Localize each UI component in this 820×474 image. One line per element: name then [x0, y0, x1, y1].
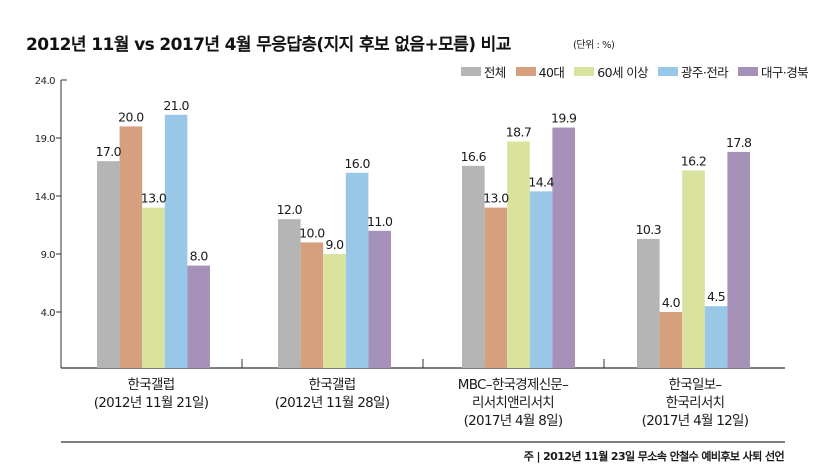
y-tick-label: 4.0	[41, 308, 56, 319]
x-category-label: 한국갤럽 (2012년 11월 21일)	[61, 376, 241, 412]
legend-label: 60세 이상	[597, 65, 649, 80]
bar	[682, 170, 705, 368]
bar	[323, 254, 346, 368]
bar-value-label: 13.0	[483, 191, 509, 206]
chart-title: 2012년 11월 vs 2017년 4월 무응답층(지지 후보 없음+모름) …	[26, 35, 511, 55]
legend-item-gwangju-jeolla: 광주·전라	[658, 62, 729, 81]
bar	[278, 219, 301, 368]
y-tick-label: 19.0	[35, 134, 55, 145]
legend-swatch	[738, 67, 759, 76]
bar	[552, 127, 575, 368]
legend-item-40s: 40대	[515, 62, 565, 81]
bar-value-label: 17.0	[96, 144, 122, 159]
bar-value-label: 21.0	[163, 98, 189, 113]
x-category-label: MBC–한국경제신문– 리서치앤리서치 (2017년 4월 8일)	[423, 376, 603, 430]
y-tick-label: 24.0	[35, 76, 55, 87]
legend-swatch	[460, 67, 481, 76]
bar	[345, 172, 369, 368]
bar	[529, 191, 553, 368]
x-category-label-line: (2012년 11월 21일)	[93, 395, 209, 411]
footnote: 주 | 2012년 11월 23일 무소속 안철수 예비후보 사퇴 선언	[523, 450, 785, 463]
legend-label: 대구·경북	[761, 65, 809, 80]
bar-value-label: 14.4	[528, 174, 554, 189]
unit-label: (단위 : %)	[573, 40, 615, 51]
bar-value-label: 10.3	[636, 222, 661, 237]
bar	[97, 161, 120, 368]
bar	[368, 230, 391, 368]
bar-value-label: 16.2	[681, 153, 706, 168]
y-tick-label: 14.0	[35, 192, 55, 203]
bar	[142, 207, 165, 368]
bar	[659, 312, 683, 368]
x-category-label-line: (2017년 4월 12일)	[641, 413, 749, 429]
x-category-label-line: 한국갤럽	[308, 377, 357, 393]
bar	[637, 238, 660, 368]
bars	[97, 114, 750, 369]
x-category-label-line: 리서치앤리서치	[471, 395, 555, 411]
bar-value-label: 12.0	[277, 202, 303, 217]
bar-value-label: 18.7	[506, 124, 531, 139]
x-category-label-line: MBC–한국경제신문–	[457, 377, 569, 393]
x-category-label-line: (2012년 11월 28일)	[274, 395, 390, 411]
bar	[119, 126, 143, 369]
x-category-label-line: (2017년 4월 8일)	[463, 413, 564, 429]
bar-value-label: 20.0	[118, 109, 144, 124]
bar-value-label: 16.6	[461, 149, 487, 164]
bar-value-label: 17.8	[726, 135, 752, 150]
x-category-label: 한국일보– 한국리서치 (2017년 4월 12일)	[605, 376, 785, 430]
legend-item-all: 전체	[460, 62, 506, 81]
bar	[484, 207, 508, 368]
bar	[462, 165, 485, 368]
legend: 전체 40대 60세 이상 광주·전라 대구·경북	[460, 62, 809, 81]
bar-value-label: 13.0	[141, 191, 167, 206]
legend-label: 광주·전라	[681, 65, 729, 80]
legend-swatch	[658, 67, 679, 76]
x-category-label: 한국갤럽 (2012년 11월 28일)	[242, 376, 422, 412]
bar-value-label: 9.0	[325, 237, 344, 252]
value-labels: 17.0 20.0 13.0 21.0 8.0 12.0 10.09.0 16.0 11.0 16…	[96, 98, 753, 310]
bar-value-label: 8.0	[190, 249, 209, 264]
legend-item-60plus: 60세 이상	[574, 62, 649, 81]
x-category-label-line: 한국갤럽	[127, 377, 176, 393]
x-category-label-line: 한국일보–	[668, 377, 723, 393]
legend-label: 40대	[538, 65, 565, 80]
x-category-label-line: 한국리서치	[665, 395, 725, 411]
y-tick-label: 9.0	[41, 250, 56, 261]
bar-value-label: 19.9	[551, 111, 577, 126]
bar	[507, 141, 530, 368]
bar-value-label: 11.0	[367, 214, 393, 229]
bar-value-label: 4.0	[662, 295, 681, 310]
legend-label: 전체	[483, 65, 506, 80]
bar-value-label: 10.0	[299, 225, 325, 240]
bar	[704, 306, 728, 368]
bar-value-label: 4.5	[707, 289, 725, 304]
legend-swatch	[574, 67, 595, 76]
bar	[187, 265, 210, 368]
legend-item-daegu-gyeongbuk: 대구·경북	[738, 62, 809, 81]
bar-value-label: 16.0	[344, 156, 370, 171]
bar	[164, 114, 188, 368]
bar	[727, 151, 750, 368]
legend-swatch	[515, 67, 536, 76]
bar	[300, 242, 324, 368]
